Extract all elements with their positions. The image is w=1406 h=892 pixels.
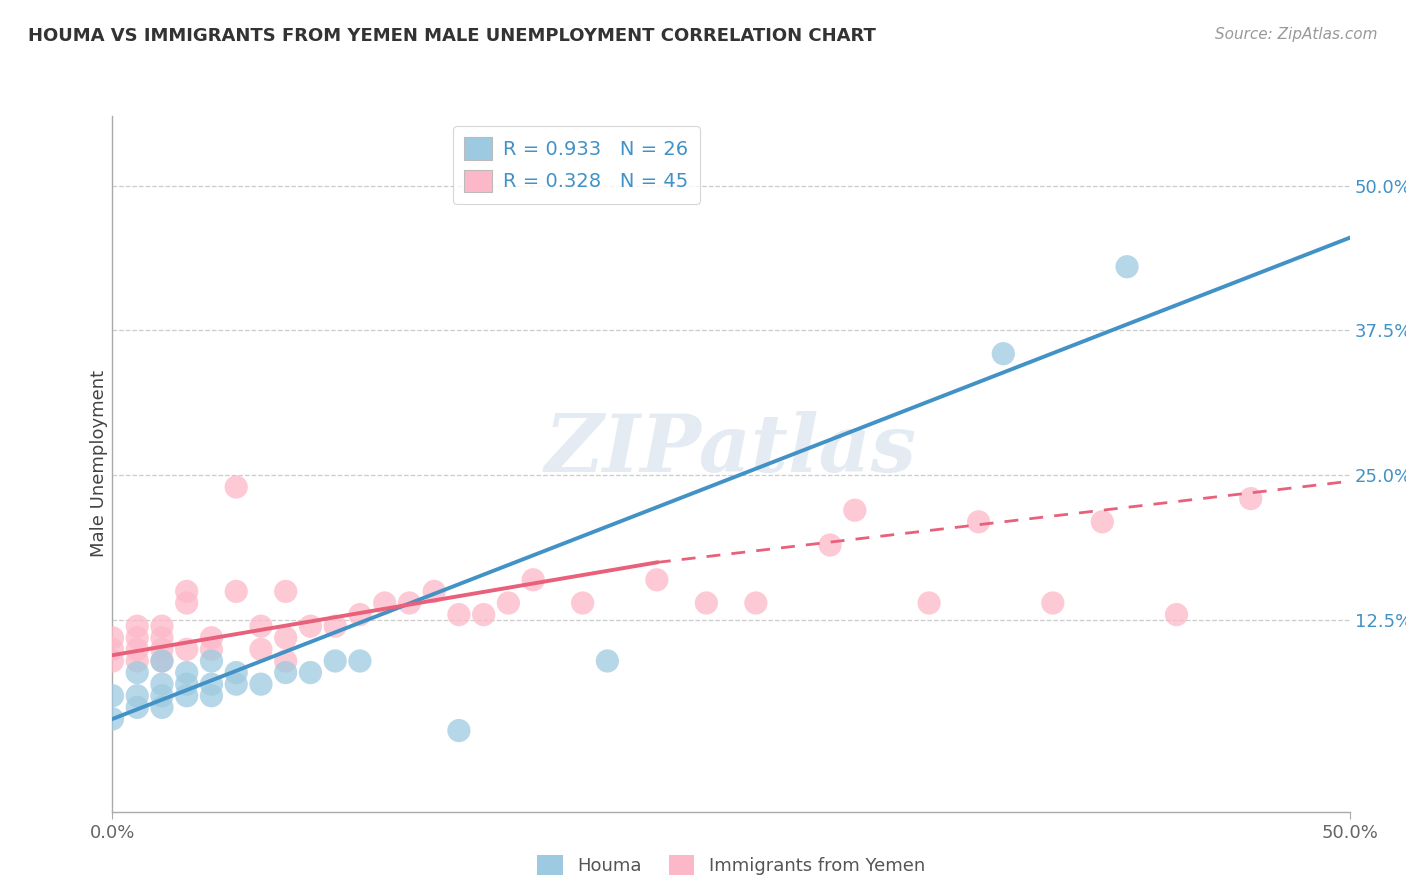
Text: Source: ZipAtlas.com: Source: ZipAtlas.com (1215, 27, 1378, 42)
Point (176, 689, 198, 703)
Point (299, 665, 322, 680)
Point (127, 654, 149, 668)
Point (101, 631, 124, 645)
Point (398, 596, 420, 610)
Point (1091, 515, 1114, 529)
Point (127, 700, 149, 714)
Point (447, 723, 470, 738)
Point (200, 689, 222, 703)
Point (274, 665, 297, 680)
Point (200, 631, 222, 645)
Point (349, 654, 371, 668)
Point (127, 619, 149, 633)
Point (993, 346, 1015, 360)
Text: HOUMA VS IMMIGRANTS FROM YEMEN MALE UNEMPLOYMENT CORRELATION CHART: HOUMA VS IMMIGRANTS FROM YEMEN MALE UNEM… (28, 27, 876, 45)
Point (571, 596, 593, 610)
Point (250, 642, 273, 657)
Point (127, 631, 149, 645)
Point (1240, 491, 1263, 506)
Point (176, 584, 198, 599)
Point (101, 712, 124, 726)
Point (101, 642, 124, 657)
Point (596, 654, 619, 668)
Point (498, 596, 520, 610)
Point (150, 700, 173, 714)
Y-axis label: Male Unemployment: Male Unemployment (90, 370, 108, 558)
Point (150, 654, 173, 668)
Point (745, 596, 768, 610)
Point (150, 619, 173, 633)
Point (1166, 607, 1188, 622)
Point (374, 596, 396, 610)
Point (695, 596, 717, 610)
Point (447, 607, 470, 622)
Point (127, 689, 149, 703)
Point (150, 631, 173, 645)
Point (423, 584, 446, 599)
Legend: Houma, Immigrants from Yemen: Houma, Immigrants from Yemen (530, 847, 932, 883)
Point (1042, 596, 1064, 610)
Point (127, 642, 149, 657)
Point (250, 619, 273, 633)
Point (472, 607, 495, 622)
Point (150, 689, 173, 703)
Point (274, 654, 297, 668)
Point (274, 631, 297, 645)
Point (645, 573, 668, 587)
Point (225, 584, 247, 599)
Point (150, 642, 173, 657)
Point (176, 596, 198, 610)
Point (225, 480, 247, 494)
Point (176, 665, 198, 680)
Point (1116, 260, 1139, 274)
Point (200, 677, 222, 691)
Point (349, 607, 371, 622)
Point (299, 619, 322, 633)
Point (844, 503, 866, 517)
Point (200, 654, 222, 668)
Point (522, 573, 544, 587)
Point (101, 689, 124, 703)
Point (176, 677, 198, 691)
Point (274, 584, 297, 599)
Text: ZIPatlas: ZIPatlas (546, 411, 917, 489)
Point (323, 654, 346, 668)
Point (101, 654, 124, 668)
Point (176, 642, 198, 657)
Point (200, 642, 222, 657)
Point (250, 677, 273, 691)
Point (150, 677, 173, 691)
Point (323, 619, 346, 633)
Point (967, 515, 990, 529)
Point (225, 665, 247, 680)
Point (918, 596, 941, 610)
Point (225, 677, 247, 691)
Point (150, 654, 173, 668)
Point (127, 665, 149, 680)
Point (818, 538, 841, 552)
